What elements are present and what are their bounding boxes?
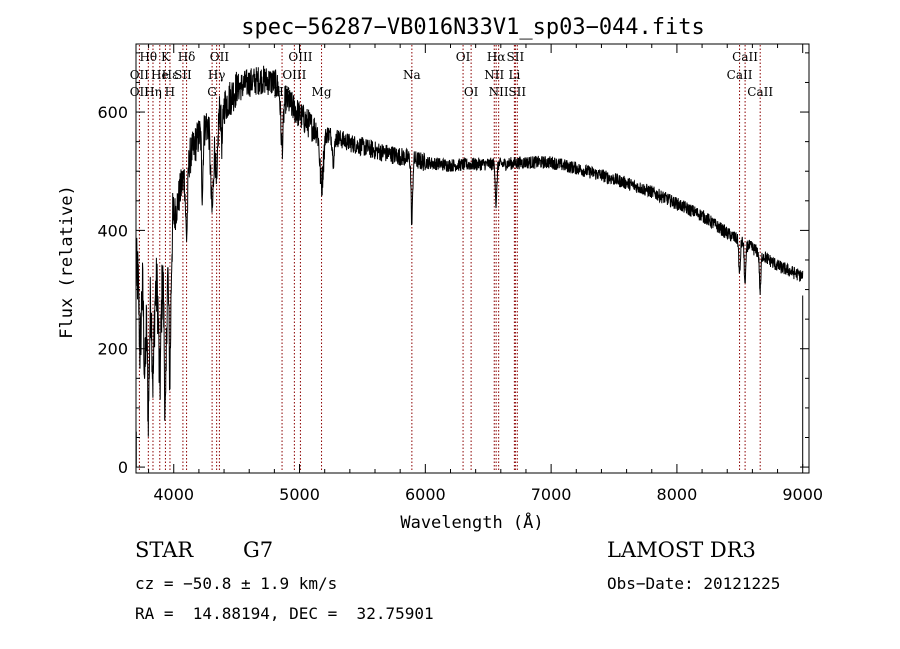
spectral-line-label: Hα	[487, 50, 506, 64]
spectral-line-label: Hε	[162, 68, 179, 82]
x-axis: 4000 5000 6000 7000 8000 9000	[148, 44, 823, 504]
spectral-line-label: Hδ	[178, 50, 196, 64]
spectral-line-label: CaII	[732, 50, 758, 64]
spectrum-line	[135, 65, 804, 468]
y-tick-label: 200	[97, 340, 128, 359]
spectral-line-label: SII	[174, 68, 192, 82]
object-subclass: G7	[243, 538, 274, 562]
spectral-line-label: G	[207, 85, 217, 99]
spectral-line-label: K	[161, 50, 171, 64]
spectral-line-label: Hβ	[273, 85, 290, 99]
spectral-line-label: SII	[508, 85, 526, 99]
observation-date: Obs−Date: 20121225	[607, 574, 781, 593]
spectral-line-label: Na	[403, 68, 421, 82]
line-markers	[138, 45, 761, 472]
spectral-line-label: Hγ	[208, 68, 226, 82]
spectral-line-label: H	[165, 85, 175, 99]
spectral-line-label: OI	[456, 50, 471, 64]
x-tick-label: 9000	[782, 485, 823, 504]
spectral-line-label: CaII	[747, 85, 773, 99]
spectral-line-label: NII	[489, 85, 509, 99]
y-tick-label: 0	[118, 458, 128, 477]
x-tick-label: 4000	[153, 485, 194, 504]
spectral-line-label: OII	[130, 85, 150, 99]
chart-title: spec−56287−VB016N33V1_sp03−044.fits	[241, 15, 705, 40]
spectral-line-label: Li	[508, 68, 520, 82]
spectral-line-label: Hθ	[139, 50, 157, 64]
spectral-line-label: He	[151, 68, 169, 82]
spectral-line-label: Mg	[312, 85, 332, 99]
survey-release: LAMOST DR3	[607, 538, 756, 562]
y-tick-label: 600	[97, 103, 128, 122]
spectral-line-label: OIII	[282, 68, 306, 82]
spectral-line-label: CaII	[727, 68, 753, 82]
x-tick-label: 8000	[657, 485, 698, 504]
y-axis: 0 200 400 600	[97, 52, 809, 477]
redshift-cz: cz = −50.8 ± 1.9 km/s	[135, 574, 338, 593]
x-axis-label: Wavelength (Å)	[400, 511, 543, 533]
spectral-line-label: Hη	[144, 85, 162, 99]
spectral-line-label: OIII	[288, 50, 312, 64]
y-axis-label: Flux (relative)	[57, 185, 77, 339]
spectral-line-label: NII	[484, 68, 504, 82]
x-tick-label: 5000	[279, 485, 320, 504]
spectral-line-label: SII	[507, 50, 525, 64]
x-tick-label: 6000	[405, 485, 446, 504]
spectral-line-label: OII	[210, 50, 230, 64]
spectral-line-label: OI	[464, 85, 479, 99]
y-tick-label: 400	[97, 221, 128, 240]
plot-frame	[135, 43, 810, 474]
spectral-line-label: OII	[130, 68, 150, 82]
ra-dec-coordinates: RA = 14.88194, DEC = 32.75901	[135, 604, 434, 623]
x-tick-label: 7000	[531, 485, 572, 504]
object-class: STAR	[135, 538, 194, 562]
